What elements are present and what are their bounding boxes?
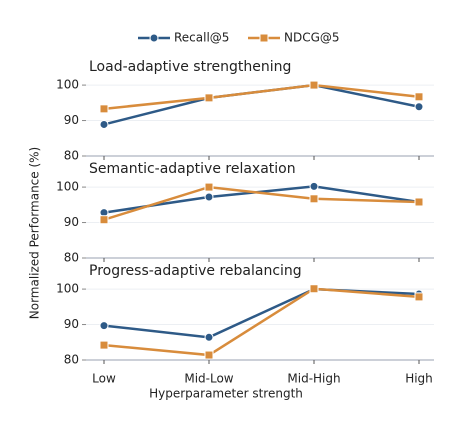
y-tick-label: 80: [64, 149, 79, 163]
legend-marker: [149, 33, 159, 43]
subplot-title: Load-adaptive strengthening: [89, 59, 291, 75]
data-point: [204, 332, 214, 342]
subplot-title: Semantic-adaptive relaxation: [89, 161, 296, 177]
data-point: [309, 80, 319, 90]
x-tick-label: Mid-Low: [184, 372, 233, 386]
legend-label: Recall@5: [174, 31, 229, 45]
y-tick-label: 90: [64, 113, 79, 127]
y-tick-label: 80: [64, 353, 79, 367]
y-axis-label: Normalized Performance (%): [28, 147, 42, 320]
data-point: [309, 284, 319, 294]
data-point: [309, 194, 319, 204]
data-point: [414, 92, 424, 102]
y-tick-label: 100: [56, 78, 79, 92]
data-point: [414, 197, 424, 207]
subplot-title: Progress-adaptive rebalancing: [89, 263, 302, 279]
y-tick-label: 80: [64, 251, 79, 265]
data-point: [309, 181, 319, 191]
y-tick-label: 100: [56, 180, 79, 194]
y-tick-label: 90: [64, 215, 79, 229]
x-axis-label: Hyperparameter strength: [149, 387, 303, 401]
x-tick-label: Mid-High: [287, 372, 340, 386]
y-tick-label: 100: [56, 282, 79, 296]
data-point: [414, 292, 424, 302]
series-line: [103, 83, 420, 111]
data-point: [99, 321, 109, 331]
x-tick-label: Low: [92, 372, 116, 386]
series-line: [103, 287, 420, 339]
data-point: [204, 192, 214, 202]
x-tick-label: High: [405, 372, 433, 386]
data-point: [414, 102, 424, 112]
legend-marker: [259, 33, 269, 43]
data-point: [99, 215, 109, 225]
data-point: [99, 340, 109, 350]
data-point: [99, 104, 109, 114]
data-point: [99, 119, 109, 129]
series-line: [103, 185, 420, 221]
data-point: [204, 93, 214, 103]
data-point: [204, 350, 214, 360]
series-line: [103, 287, 420, 357]
data-point: [204, 182, 214, 192]
y-tick-label: 90: [64, 317, 79, 331]
legend-label: NDCG@5: [284, 31, 340, 45]
